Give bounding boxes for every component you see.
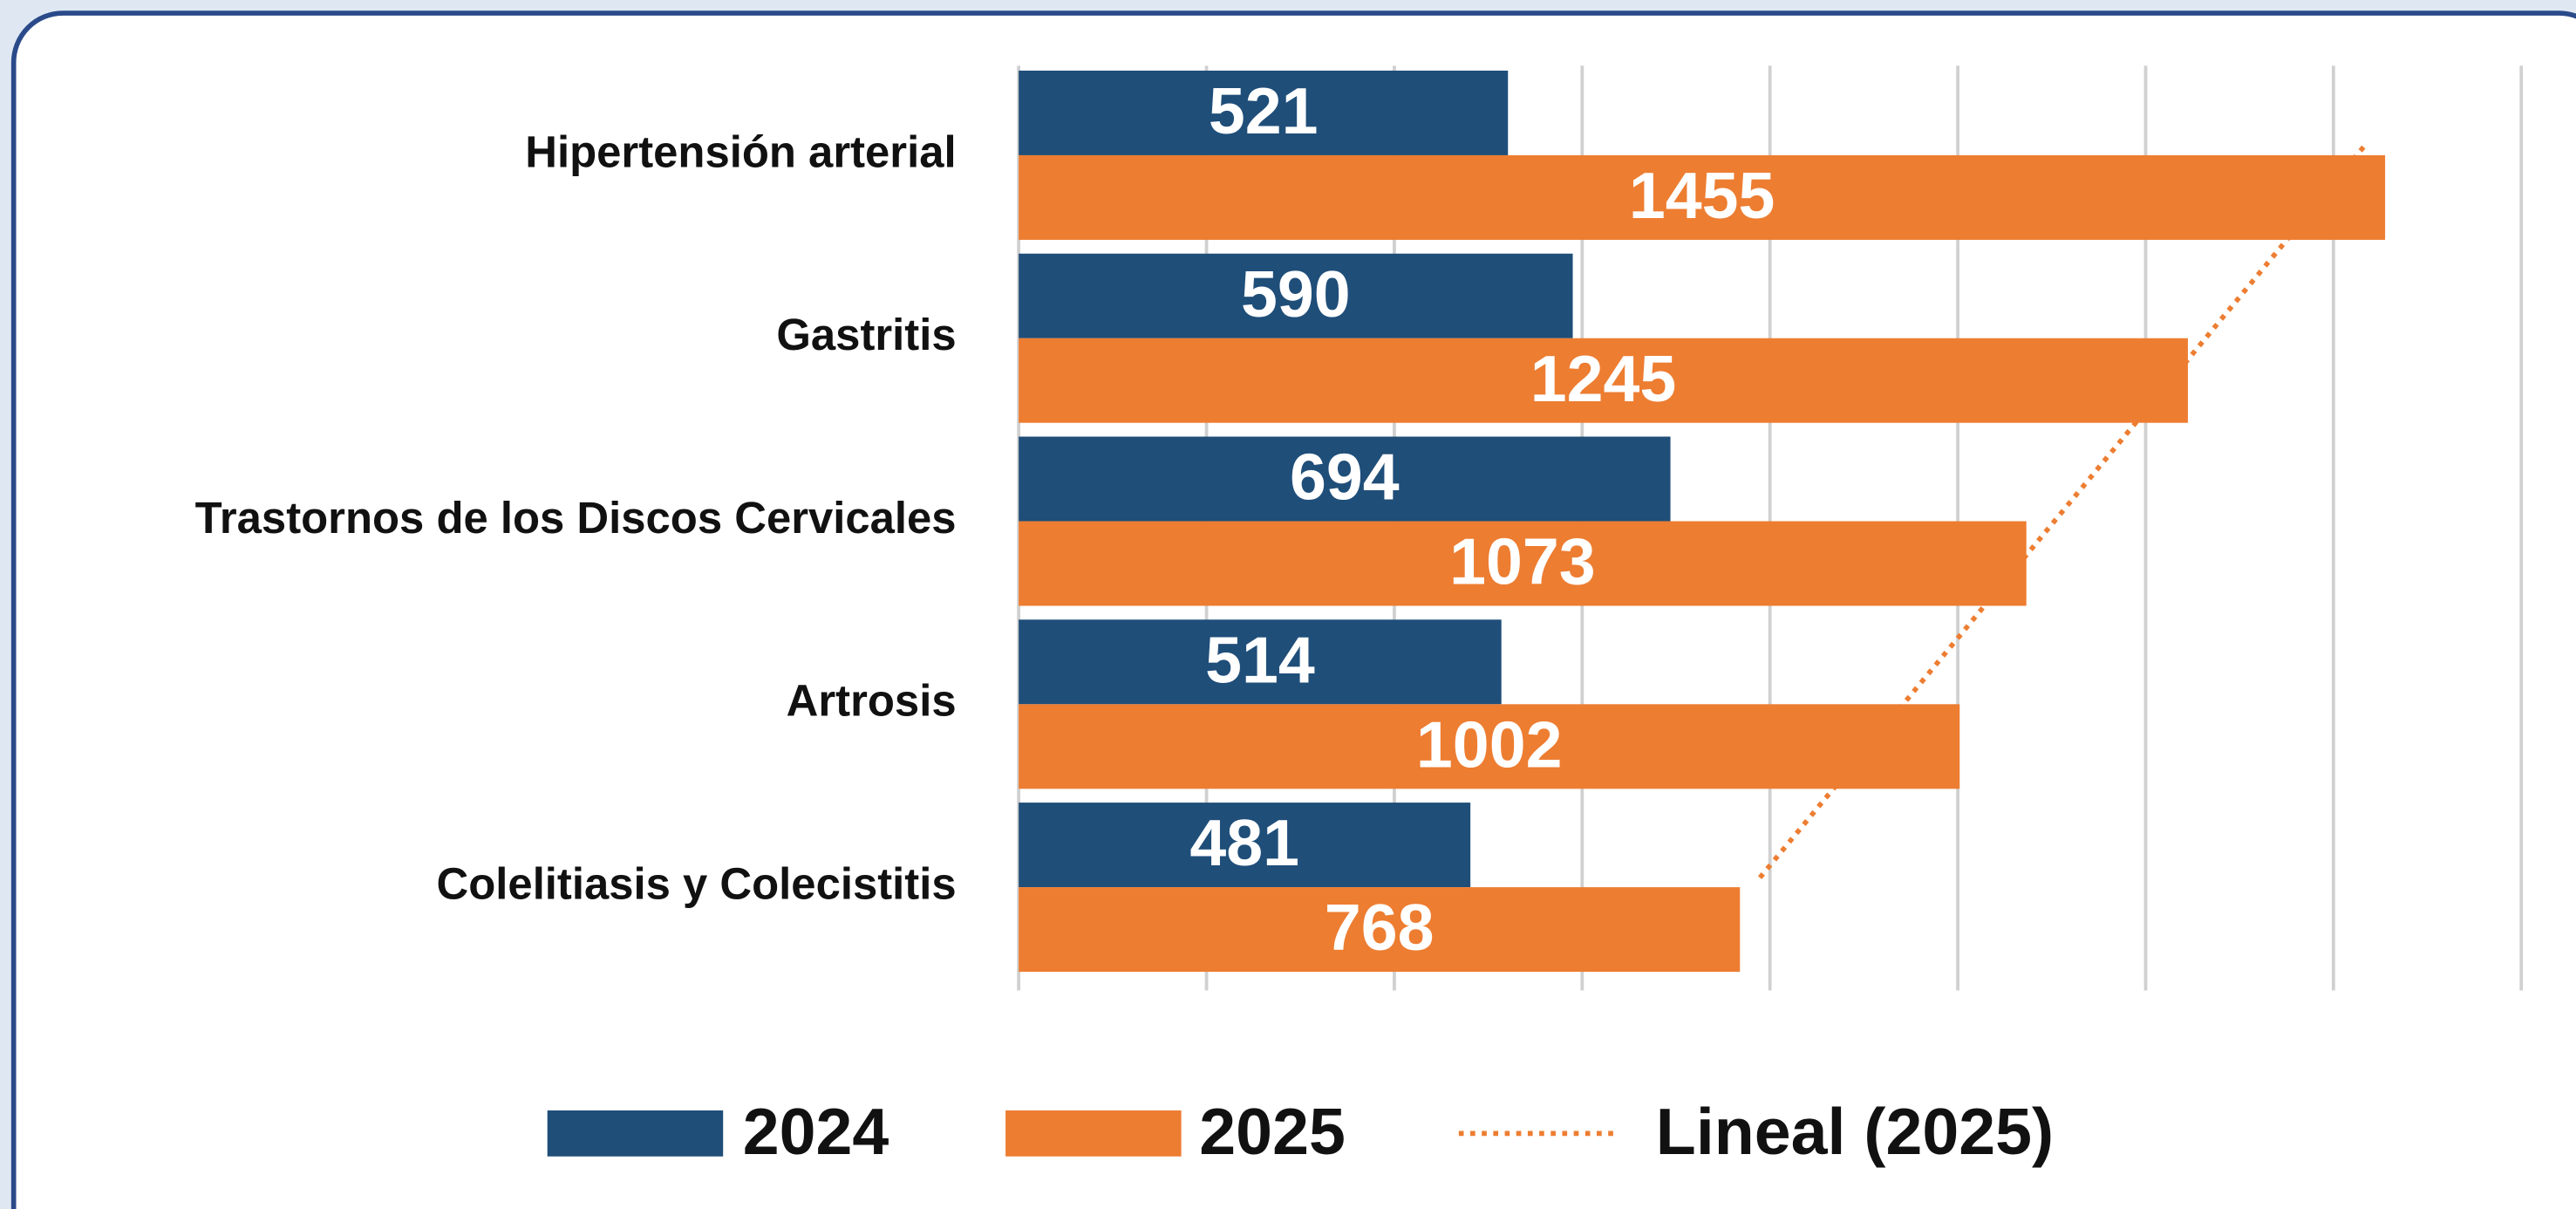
bar [1019, 70, 1509, 155]
bar [1019, 803, 1471, 888]
legend-swatch [547, 1110, 724, 1157]
data-label: 1002 [1416, 707, 1563, 781]
legend-swatch [1005, 1110, 1182, 1157]
category-label: Gastritis [776, 310, 956, 359]
trendline [1754, 145, 2366, 885]
category-label: Colelitiasis y Colecistitis [437, 859, 957, 909]
data-label: 768 [1325, 891, 1435, 964]
bar [1019, 887, 1741, 973]
category-label: Artrosis [787, 676, 957, 726]
bar [1019, 521, 2027, 606]
bar [1019, 619, 1502, 705]
bar [1019, 704, 1960, 789]
frame [10, 10, 2576, 1209]
data-label: 590 [1241, 257, 1351, 331]
data-label: 514 [1205, 623, 1315, 696]
data-label: 1073 [1449, 525, 1596, 598]
data-label: 694 [1290, 441, 1400, 514]
bar [1019, 436, 1671, 522]
category-label: Trastornos de los Discos Cervicales [195, 493, 957, 543]
legend-label: 2024 [743, 1095, 889, 1168]
legend-label: Lineal (2025) [1656, 1095, 2054, 1168]
data-label: 481 [1189, 806, 1299, 879]
bar [1019, 253, 1573, 338]
data-label: 1455 [1629, 159, 1775, 232]
data-label: 1245 [1530, 342, 1677, 415]
bar [1019, 154, 2386, 240]
legend-label: 2025 [1199, 1095, 1346, 1168]
category-label: Hipertensión arterial [525, 126, 956, 176]
data-label: 521 [1209, 74, 1319, 147]
bar [1019, 338, 2188, 423]
